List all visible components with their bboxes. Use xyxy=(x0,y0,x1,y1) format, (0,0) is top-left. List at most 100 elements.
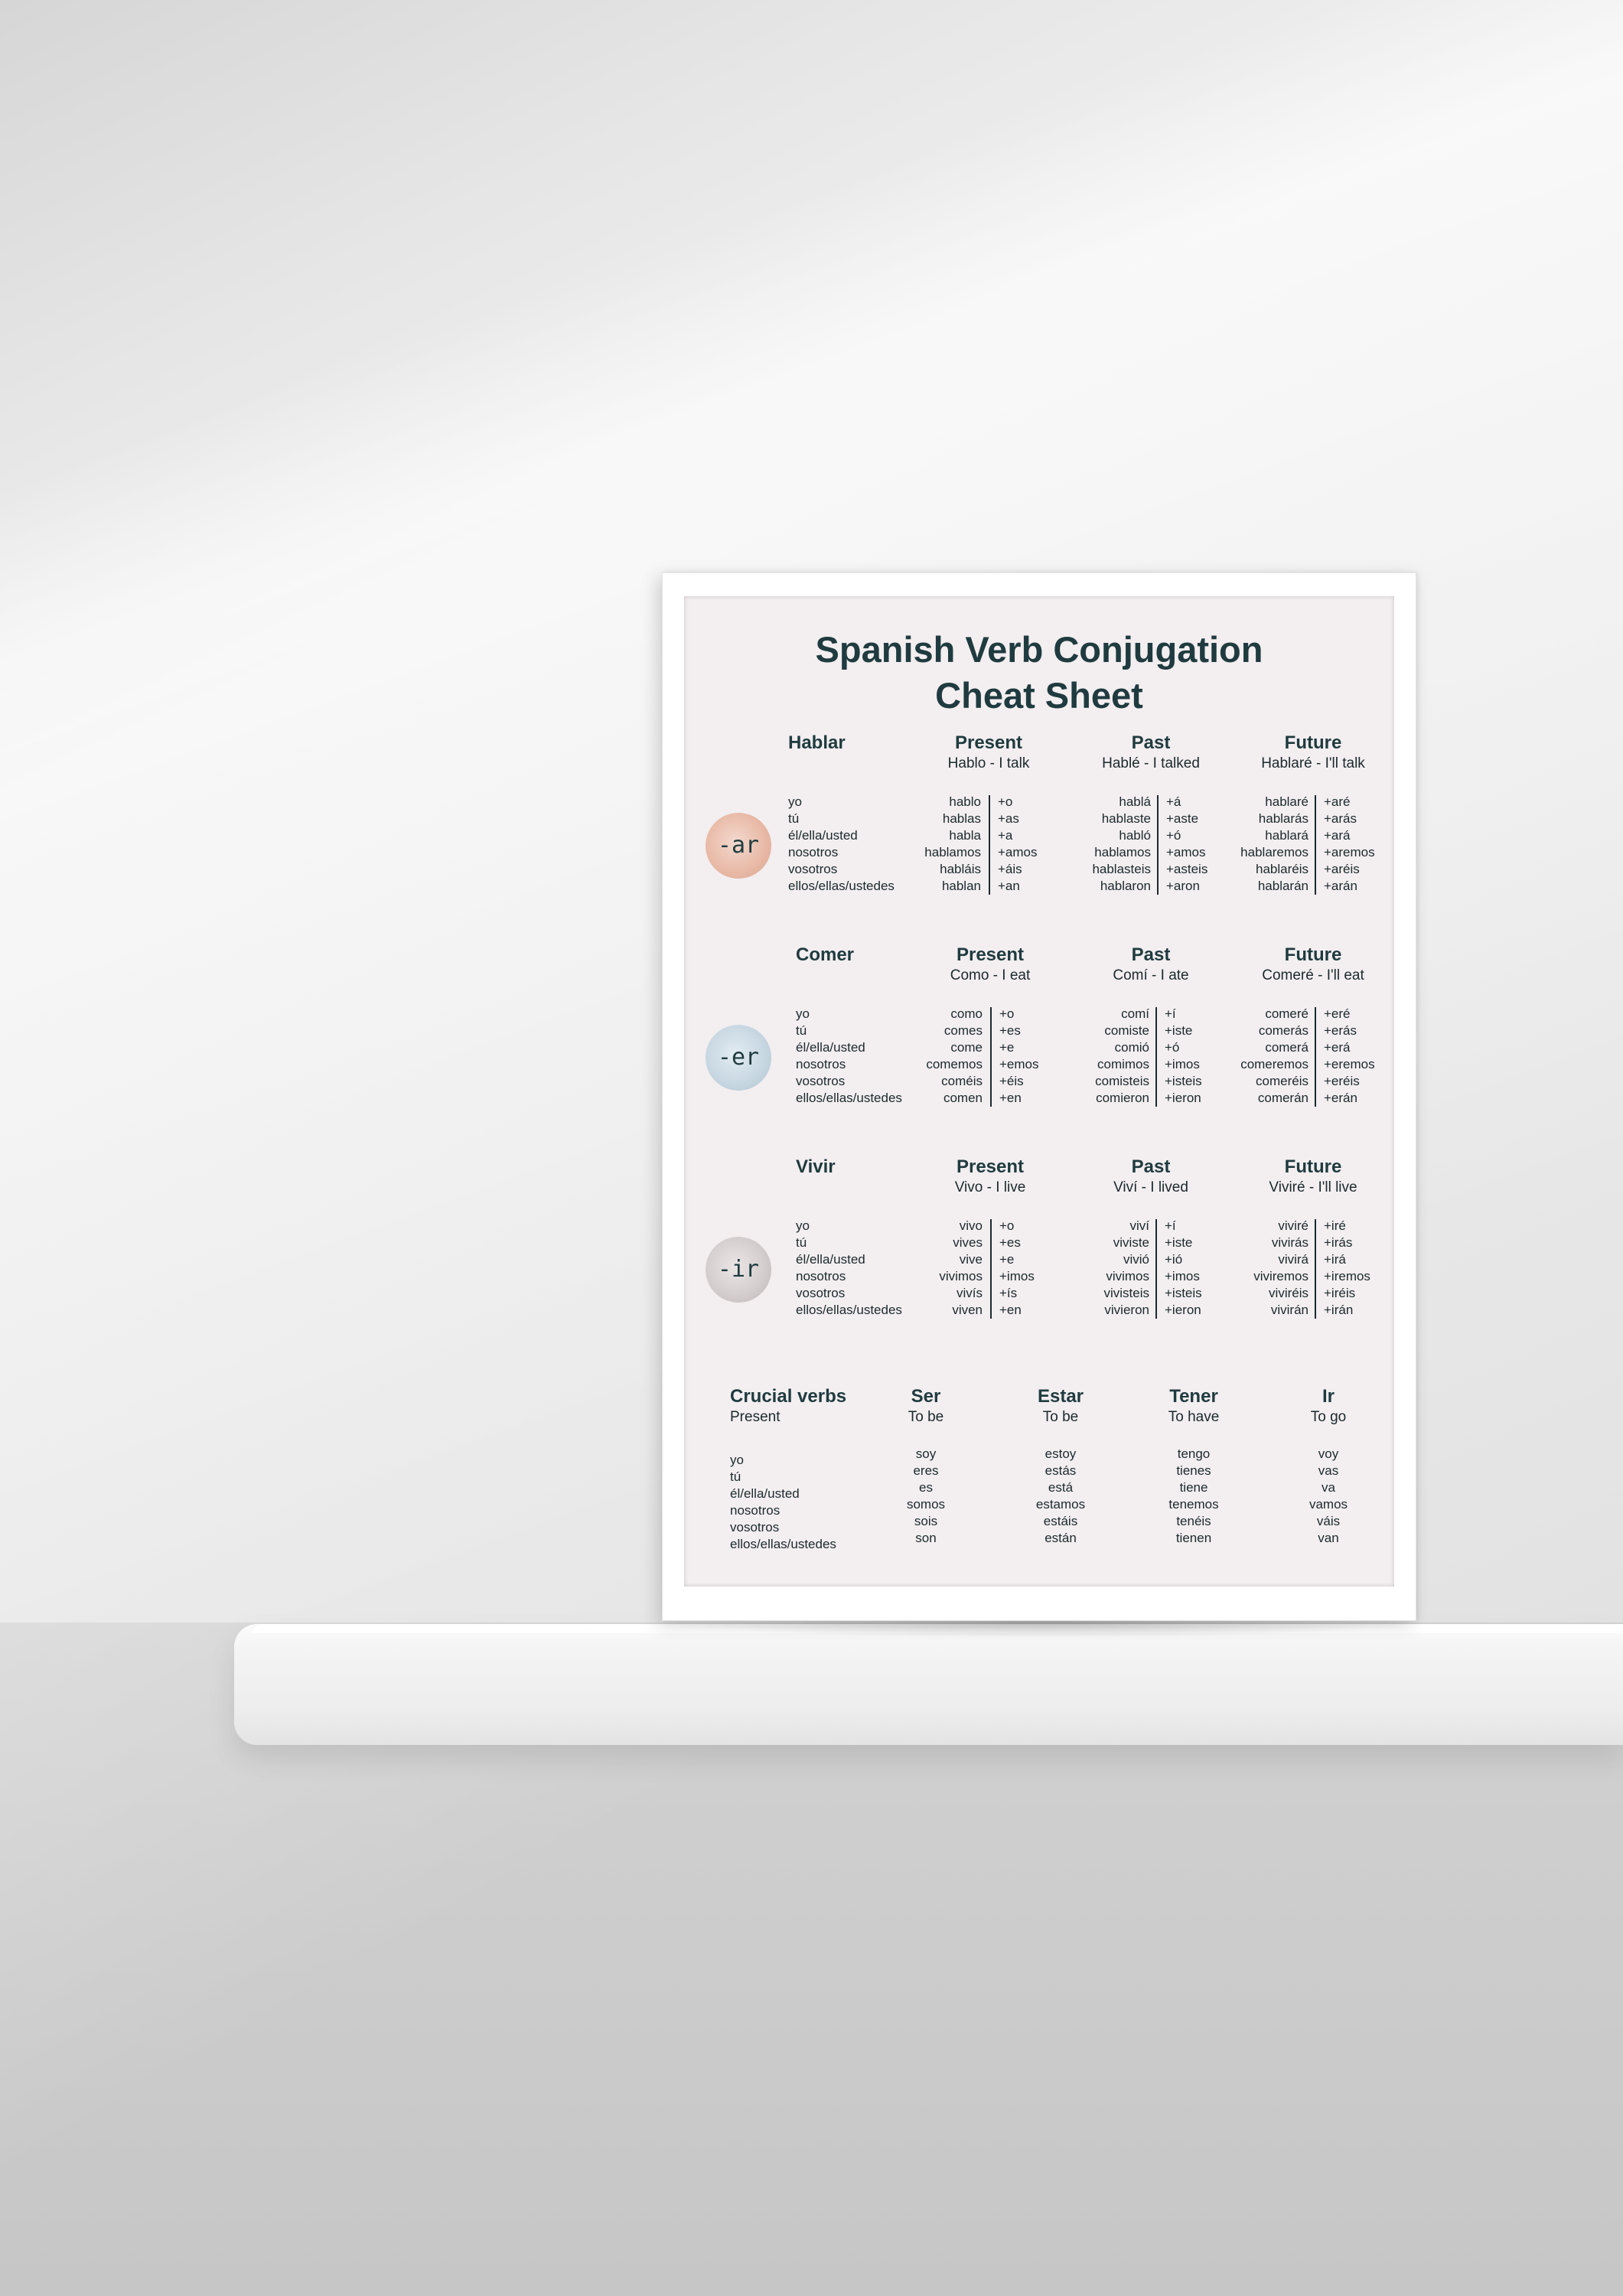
divider xyxy=(990,1007,992,1107)
form: vivimos xyxy=(1106,1269,1149,1283)
form: hablasteis xyxy=(1092,862,1151,876)
ending: +aréis xyxy=(1324,862,1360,876)
form: estáis xyxy=(1043,1514,1078,1528)
shelf-top-edge xyxy=(253,1624,1623,1633)
form-list: soy eres es somos sois son xyxy=(865,1446,987,1547)
ending: +imos xyxy=(1165,1057,1200,1071)
crucial-verb-ser: Ser To be soy eres es somos sois son xyxy=(865,1386,987,1547)
ending: +á xyxy=(1166,794,1181,809)
ending: +áis xyxy=(998,862,1022,876)
ending: +arán xyxy=(1324,879,1357,893)
form: comió xyxy=(1114,1040,1149,1055)
crucial-verb-estar: Estar To be estoy estás está estamos est… xyxy=(999,1386,1122,1547)
ending: +amos xyxy=(998,845,1038,859)
divider xyxy=(1315,795,1316,895)
ending: +iréis xyxy=(1324,1286,1356,1300)
ending: +arás xyxy=(1324,811,1357,826)
tense-future: Future Comeré - I'll eat xyxy=(1237,944,1390,984)
ending-list: +o +es +e +emos +éis +en xyxy=(999,1006,1039,1107)
form: están xyxy=(1045,1531,1077,1545)
ending: +imos xyxy=(999,1269,1035,1283)
ending: +isteis xyxy=(1165,1286,1202,1300)
form: viví xyxy=(1129,1218,1150,1233)
badge-label: -ir xyxy=(717,1256,760,1283)
ending: +es xyxy=(999,1235,1021,1250)
shelf xyxy=(234,1624,1623,1745)
title-line-1: Spanish Verb Conjugation xyxy=(815,629,1263,670)
form: viviremos xyxy=(1253,1269,1309,1283)
ending: +iremos xyxy=(1324,1269,1370,1283)
tense-past: Past Comí - I ate xyxy=(1074,944,1227,984)
form: hablaréis xyxy=(1256,862,1309,876)
form: habláis xyxy=(940,862,981,876)
poster-title: Spanish Verb Conjugation Cheat Sheet xyxy=(684,627,1394,719)
tense-example: Comeré - I'll eat xyxy=(1262,967,1364,983)
form: hablarás xyxy=(1258,811,1309,826)
verb-meaning: To have xyxy=(1168,1409,1220,1425)
ending: +asteis xyxy=(1166,862,1208,876)
tense-example: Comí - I ate xyxy=(1113,967,1189,983)
form: comiste xyxy=(1104,1023,1149,1038)
tense-name: Past xyxy=(1131,732,1171,753)
form: tenemos xyxy=(1168,1497,1219,1512)
ending: +aré xyxy=(1324,794,1351,809)
ending: +es xyxy=(999,1023,1021,1038)
form: tengo xyxy=(1177,1446,1211,1461)
verb-name: Ser xyxy=(911,1386,941,1407)
ending: +eremos xyxy=(1324,1057,1375,1071)
title-line-2: Cheat Sheet xyxy=(935,675,1143,716)
tense-example: Hablé - I talked xyxy=(1102,755,1200,771)
ending: +o xyxy=(998,794,1013,809)
form: somos xyxy=(906,1497,946,1512)
tense-example: Viviré - I'll live xyxy=(1269,1179,1357,1195)
ending: +erá xyxy=(1324,1040,1351,1055)
form: habla xyxy=(949,828,981,843)
ending: +en xyxy=(999,1303,1022,1317)
ending-list: +iré +irás +irá +iremos +iréis +irán xyxy=(1324,1218,1370,1319)
pronoun: vosotros xyxy=(788,862,838,876)
verb-meaning: To go xyxy=(1310,1409,1347,1425)
pronoun: vosotros xyxy=(796,1074,846,1088)
ending: +iré xyxy=(1324,1218,1346,1233)
form-list: voy vas va vamos váis van xyxy=(1267,1446,1390,1547)
ending: +aron xyxy=(1166,879,1200,893)
ending-list: +í +iste +ó +imos +isteis +ieron xyxy=(1165,1006,1202,1107)
form: tiene xyxy=(1179,1480,1208,1495)
form: comeréis xyxy=(1256,1074,1309,1088)
badge-label: -er xyxy=(717,1044,760,1071)
ending: +emos xyxy=(999,1057,1039,1071)
tense-example: Hablo - I talk xyxy=(947,755,1030,771)
form-list: hablá hablaste habló hablamos hablasteis… xyxy=(1092,794,1151,895)
ending: +ieron xyxy=(1165,1303,1201,1317)
form: estás xyxy=(1045,1463,1077,1478)
pronoun: él/ella/usted xyxy=(796,1252,865,1267)
divider xyxy=(1155,1007,1157,1107)
form: vive xyxy=(959,1252,983,1267)
ending: +aste xyxy=(1166,811,1199,826)
ending: +ieron xyxy=(1165,1091,1201,1105)
tense-past: Past Viví - I lived xyxy=(1074,1156,1227,1196)
ending: +iste xyxy=(1165,1023,1193,1038)
ending: +í xyxy=(1165,1006,1176,1021)
form: hablará xyxy=(1265,828,1309,843)
form: hablamos xyxy=(924,845,981,859)
form: sois xyxy=(914,1514,938,1528)
ending: +aremos xyxy=(1324,845,1375,859)
form: comemos xyxy=(926,1057,983,1071)
form-list: hablo hablas habla hablamos habláis habl… xyxy=(924,794,981,895)
tense-name: Present xyxy=(956,944,1025,965)
form: vivisteis xyxy=(1103,1286,1149,1300)
ending: +ó xyxy=(1165,1040,1180,1055)
divider xyxy=(989,795,990,895)
pronoun: yo xyxy=(796,1218,810,1233)
form: vivirán xyxy=(1270,1303,1309,1317)
form: vivirás xyxy=(1271,1235,1309,1250)
ending: +ará xyxy=(1324,828,1351,843)
form: como xyxy=(950,1006,983,1021)
pronoun-list: yo tú él/ella/usted nosotros vosotros el… xyxy=(796,1006,902,1107)
form: vivirá xyxy=(1278,1252,1309,1267)
form-list: estoy estás está estamos estáis están xyxy=(999,1446,1122,1547)
pronoun: tú xyxy=(796,1023,807,1038)
tense-name: Present xyxy=(954,732,1023,753)
form-list: viviré vivirás vivirá viviremos viviréis… xyxy=(1253,1218,1309,1319)
